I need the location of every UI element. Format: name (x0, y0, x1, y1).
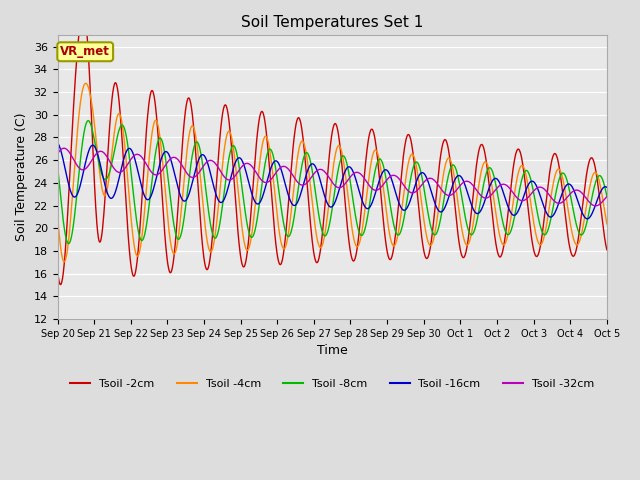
Tsoil -8cm (603, 193, 611, 199)
Tsoil -16cm (163, 149, 170, 155)
Tsoil -16cm (54, 140, 61, 145)
Tsoil -2cm (163, 256, 171, 262)
Tsoil -2cm (54, 268, 61, 274)
Tsoil -16cm (489, 177, 497, 183)
Text: VR_met: VR_met (60, 45, 110, 58)
Tsoil -16cm (584, 216, 591, 222)
Title: Soil Temperatures Set 1: Soil Temperatures Set 1 (241, 15, 424, 30)
Tsoil -32cm (163, 160, 170, 166)
Tsoil -2cm (238, 261, 246, 266)
Tsoil -2cm (177, 168, 184, 174)
Tsoil -4cm (490, 196, 498, 202)
Line: Tsoil -2cm: Tsoil -2cm (58, 12, 607, 285)
Tsoil -2cm (57, 282, 65, 288)
Line: Tsoil -4cm: Tsoil -4cm (58, 84, 607, 262)
Tsoil -32cm (591, 203, 599, 209)
Tsoil -16cm (603, 184, 611, 190)
Tsoil -8cm (238, 184, 246, 190)
Tsoil -32cm (418, 182, 426, 188)
Tsoil -2cm (418, 237, 426, 243)
Tsoil -2cm (603, 247, 611, 252)
X-axis label: Time: Time (317, 344, 348, 357)
Tsoil -4cm (603, 221, 611, 227)
Tsoil -2cm (490, 226, 498, 231)
Tsoil -8cm (490, 173, 498, 179)
Tsoil -4cm (177, 216, 184, 222)
Tsoil -8cm (84, 118, 92, 123)
Tsoil -4cm (54, 213, 61, 218)
Line: Tsoil -16cm: Tsoil -16cm (58, 143, 607, 219)
Tsoil -2cm (79, 10, 87, 15)
Line: Tsoil -32cm: Tsoil -32cm (58, 148, 607, 206)
Tsoil -4cm (538, 240, 546, 245)
Y-axis label: Soil Temperature (C): Soil Temperature (C) (15, 113, 28, 241)
Tsoil -8cm (538, 229, 546, 235)
Tsoil -32cm (237, 164, 245, 170)
Tsoil -32cm (603, 194, 611, 200)
Tsoil -8cm (177, 234, 184, 240)
Tsoil -32cm (490, 190, 497, 195)
Line: Tsoil -8cm: Tsoil -8cm (58, 120, 607, 244)
Tsoil -4cm (238, 224, 246, 229)
Tsoil -8cm (163, 168, 171, 173)
Tsoil -32cm (538, 185, 546, 191)
Tsoil -32cm (54, 151, 61, 156)
Legend: Tsoil -2cm, Tsoil -4cm, Tsoil -8cm, Tsoil -16cm, Tsoil -32cm: Tsoil -2cm, Tsoil -4cm, Tsoil -8cm, Tsoi… (66, 374, 598, 393)
Tsoil -4cm (418, 204, 426, 209)
Tsoil -16cm (417, 170, 425, 176)
Tsoil -4cm (60, 259, 68, 264)
Tsoil -4cm (163, 209, 171, 215)
Tsoil -8cm (65, 241, 72, 247)
Tsoil -4cm (82, 81, 90, 86)
Tsoil -16cm (176, 191, 184, 196)
Tsoil -32cm (176, 159, 184, 165)
Tsoil -8cm (418, 175, 426, 180)
Tsoil -8cm (54, 163, 61, 168)
Tsoil -16cm (538, 197, 545, 203)
Tsoil -16cm (237, 156, 245, 162)
Tsoil -32cm (60, 145, 68, 151)
Tsoil -2cm (538, 231, 546, 237)
